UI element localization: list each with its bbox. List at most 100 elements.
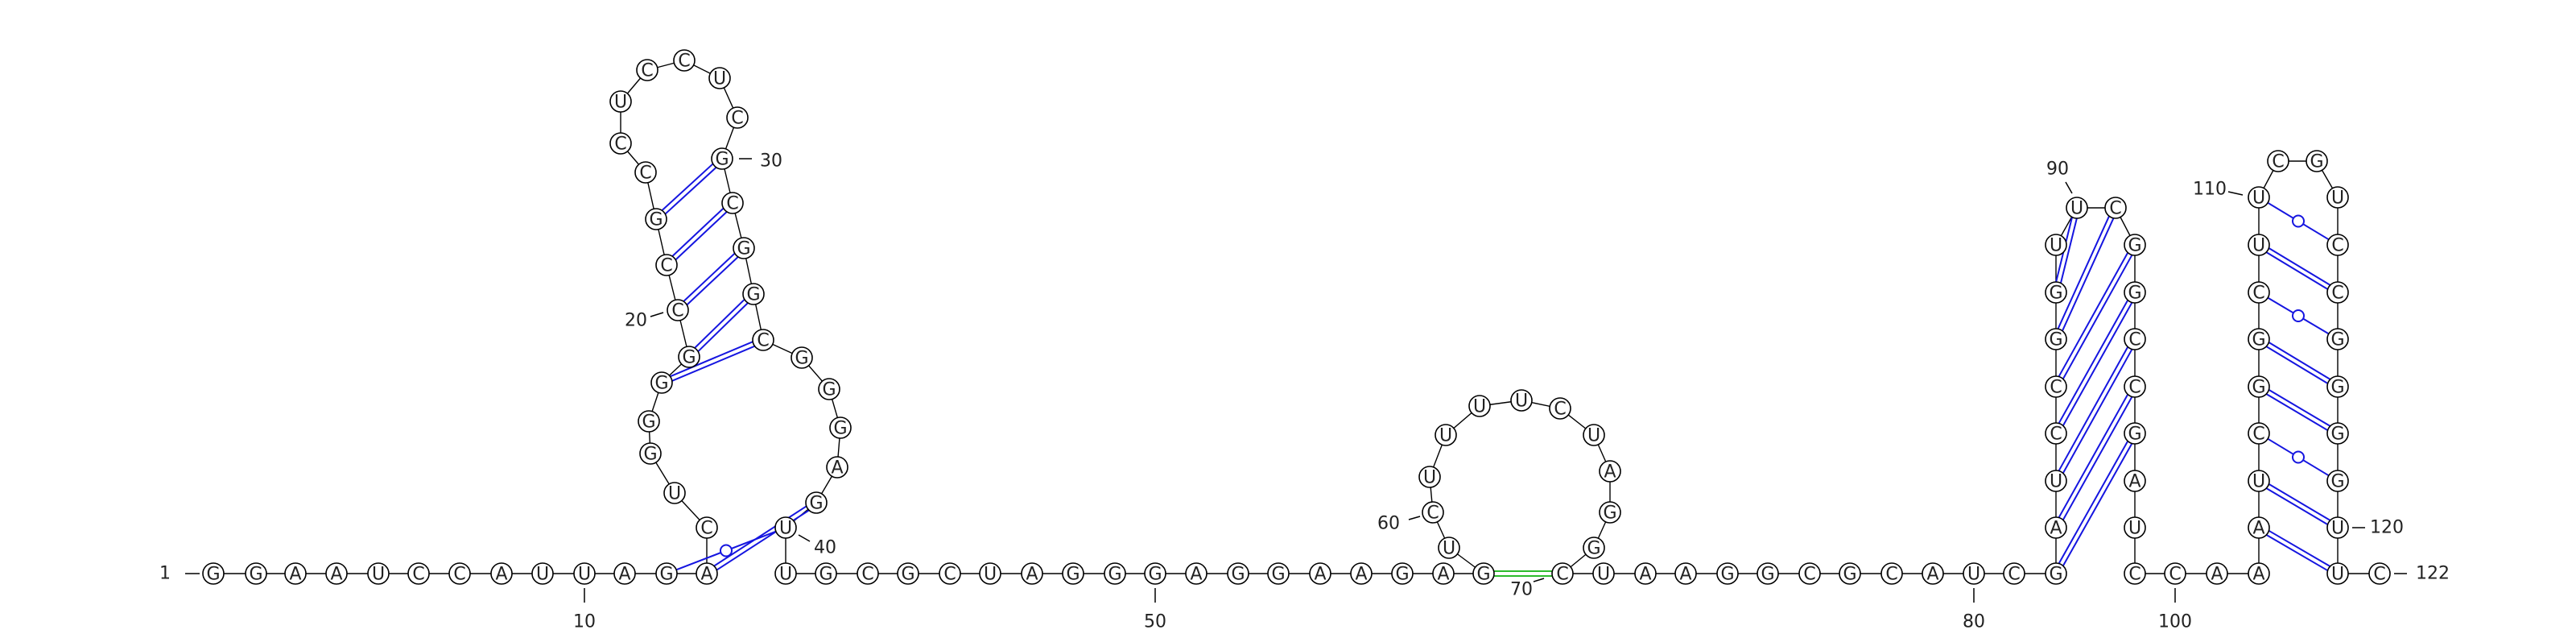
nucleotide-letter: C: [2169, 565, 2181, 585]
nucleotide-letter: C: [660, 256, 672, 276]
nucleotide-letter: C: [700, 519, 712, 539]
nucleotide-19: G: [678, 346, 700, 368]
base-pair-20-32: [683, 252, 739, 306]
nucleotide-94: C: [2124, 328, 2146, 350]
nucleotide-letter: A: [700, 565, 712, 585]
nucleotide-letter: C: [671, 301, 683, 321]
nucleotide-letter: G: [1395, 565, 1409, 585]
nucleotide-letter: G: [2252, 330, 2265, 350]
nucleotide-120: U: [2326, 516, 2349, 539]
nucleotide-letter: G: [2049, 330, 2062, 350]
nucleotide-33: G: [742, 283, 765, 305]
nucleotide-letter: G: [206, 565, 220, 585]
nucleotide-letter: A: [1679, 565, 1691, 585]
nucleotide-51: A: [1185, 562, 1208, 585]
base-pair-83-95: [2058, 394, 2133, 520]
nucleotide-65: C: [1549, 397, 1571, 420]
nucleotide-letter: U: [578, 565, 591, 585]
nucleotide-letter: G: [2128, 425, 2141, 445]
nucleotide-24: C: [609, 132, 632, 155]
nucleotide-letter: G: [642, 412, 655, 433]
nucleotide-letter: U: [2252, 472, 2265, 492]
nucleotide-36: G: [818, 378, 840, 400]
position-label-30: 30: [739, 151, 782, 172]
nucleotide-61: U: [1418, 466, 1441, 488]
nucleotide-22: G: [645, 208, 667, 230]
nucleotide-letter: G: [1843, 565, 1856, 585]
base-pair-87-91: [2057, 216, 2115, 331]
nucleotide-letter: U: [668, 484, 681, 504]
position-number: 1: [159, 564, 171, 584]
nucleotide-letter: G: [2049, 565, 2062, 585]
position-label-90: 90: [2046, 160, 2073, 194]
nucleotide-letter: U: [1473, 397, 1486, 417]
base-pair-58-70: [1494, 570, 1552, 577]
nucleotide-77: G: [1839, 562, 1861, 585]
base-pair-104-120: [2266, 483, 2330, 525]
nucleotide-letter: G: [1148, 565, 1162, 585]
position-number: 30: [760, 151, 782, 172]
nucleotide-83: A: [2045, 516, 2067, 539]
nucleotide-47: A: [1021, 562, 1043, 585]
nucleotide-92: G: [2124, 234, 2146, 256]
nucleotide-59: U: [1438, 537, 1460, 559]
nucleotide-72: A: [1634, 562, 1657, 585]
nucleotide-letter: G: [1761, 565, 1774, 585]
nucleotide-letter: U: [2331, 565, 2344, 585]
nucleotide-letter: C: [1554, 400, 1566, 420]
nucleotide-letter: G: [2252, 378, 2265, 398]
position-number: 120: [2370, 518, 2404, 538]
nucleotide-2: G: [245, 562, 267, 585]
nucleotide-letter: A: [1355, 565, 1367, 585]
nucleotide-14: C: [696, 516, 718, 539]
nucleotide-letter: G: [819, 565, 832, 585]
nucleotide-43: C: [857, 562, 879, 585]
nucleotide-62: U: [1435, 424, 1457, 446]
nucleotide-letter: G: [795, 349, 808, 369]
nucleotide-101: A: [2206, 562, 2228, 585]
nucleotide-letter: G: [737, 239, 750, 259]
nucleotide-letter: C: [678, 52, 690, 72]
nucleotide-letter: A: [1314, 565, 1326, 585]
nucleotide-91: C: [2104, 197, 2127, 219]
nucleotide-26: C: [636, 59, 658, 81]
nucleotide-letter: U: [536, 565, 549, 585]
nucleotide-letter: C: [2008, 565, 2020, 585]
nucleotide-4: A: [325, 562, 348, 585]
nucleotide-letter: G: [2128, 284, 2141, 304]
nucleotide-48: G: [1062, 562, 1084, 585]
position-label-80: 80: [1963, 588, 1985, 632]
nucleotide-letter: C: [1556, 565, 1568, 585]
nucleotide-letter: A: [831, 458, 843, 479]
nucleotide-37: G: [829, 416, 852, 439]
position-label-122: 122: [2394, 564, 2450, 584]
nucleotide-letter: C: [412, 565, 424, 585]
nucleotide-letter: C: [757, 331, 769, 351]
nucleotide-85: C: [2045, 422, 2067, 445]
nucleotide-70: C: [1551, 562, 1574, 585]
nucleotide-32: G: [733, 237, 755, 259]
nucleotide-63: U: [1468, 395, 1491, 417]
nucleotide-letter: G: [715, 150, 729, 170]
nucleotide-letter: C: [2128, 565, 2140, 585]
position-label-60: 60: [1377, 514, 1421, 534]
nucleotide-111: C: [2267, 150, 2289, 172]
nucleotide-119: G: [2326, 470, 2349, 492]
nucleotide-74: G: [1716, 562, 1739, 585]
nucleotide-letter: U: [2050, 236, 2062, 256]
nucleotide-46: U: [979, 562, 1001, 585]
nucleotide-31: C: [721, 192, 744, 214]
nucleotide-letter: U: [1515, 392, 1528, 412]
nucleotide-95: C: [2124, 375, 2146, 398]
nucleotide-letter: U: [2128, 519, 2141, 539]
nucleotide-letter: A: [1026, 565, 1038, 585]
nucleotide-116: G: [2326, 328, 2349, 350]
nucleotide-letter: U: [779, 519, 792, 539]
position-number: 110: [2193, 180, 2227, 200]
nucleotide-letter: C: [2050, 425, 2062, 445]
position-number: 100: [2158, 612, 2192, 632]
position-number: 50: [1144, 612, 1166, 632]
nucleotide-42: G: [815, 562, 837, 585]
position-number: 80: [1963, 612, 1985, 632]
